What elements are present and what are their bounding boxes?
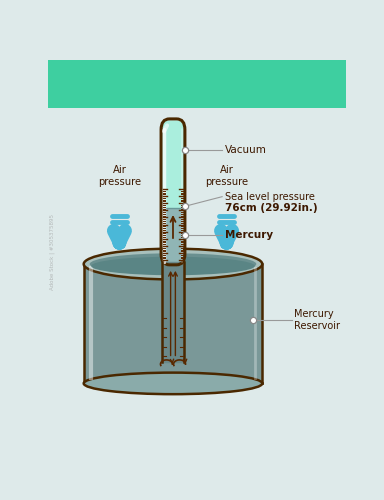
Polygon shape [84, 264, 262, 384]
Text: Adobe Stock | #305375895: Adobe Stock | #305375895 [49, 214, 55, 290]
Text: Air
pressure: Air pressure [205, 164, 248, 187]
Ellipse shape [84, 248, 262, 280]
Text: Sea level pressure: Sea level pressure [225, 192, 315, 202]
Text: Mercury: Mercury [225, 230, 273, 240]
Bar [48, 60, 346, 108]
Text: 76cm (29.92in.): 76cm (29.92in.) [225, 203, 318, 213]
Text: Mercury
Reservoir: Mercury Reservoir [293, 308, 339, 331]
Text: Air
pressure: Air pressure [98, 164, 141, 187]
Ellipse shape [89, 254, 257, 275]
Ellipse shape [84, 372, 262, 394]
Text: Vacuum: Vacuum [225, 146, 267, 156]
FancyBboxPatch shape [162, 120, 184, 209]
Ellipse shape [91, 256, 255, 275]
Bar [163, 208, 183, 265]
Text: Mercury Barometer: Mercury Barometer [68, 72, 326, 96]
